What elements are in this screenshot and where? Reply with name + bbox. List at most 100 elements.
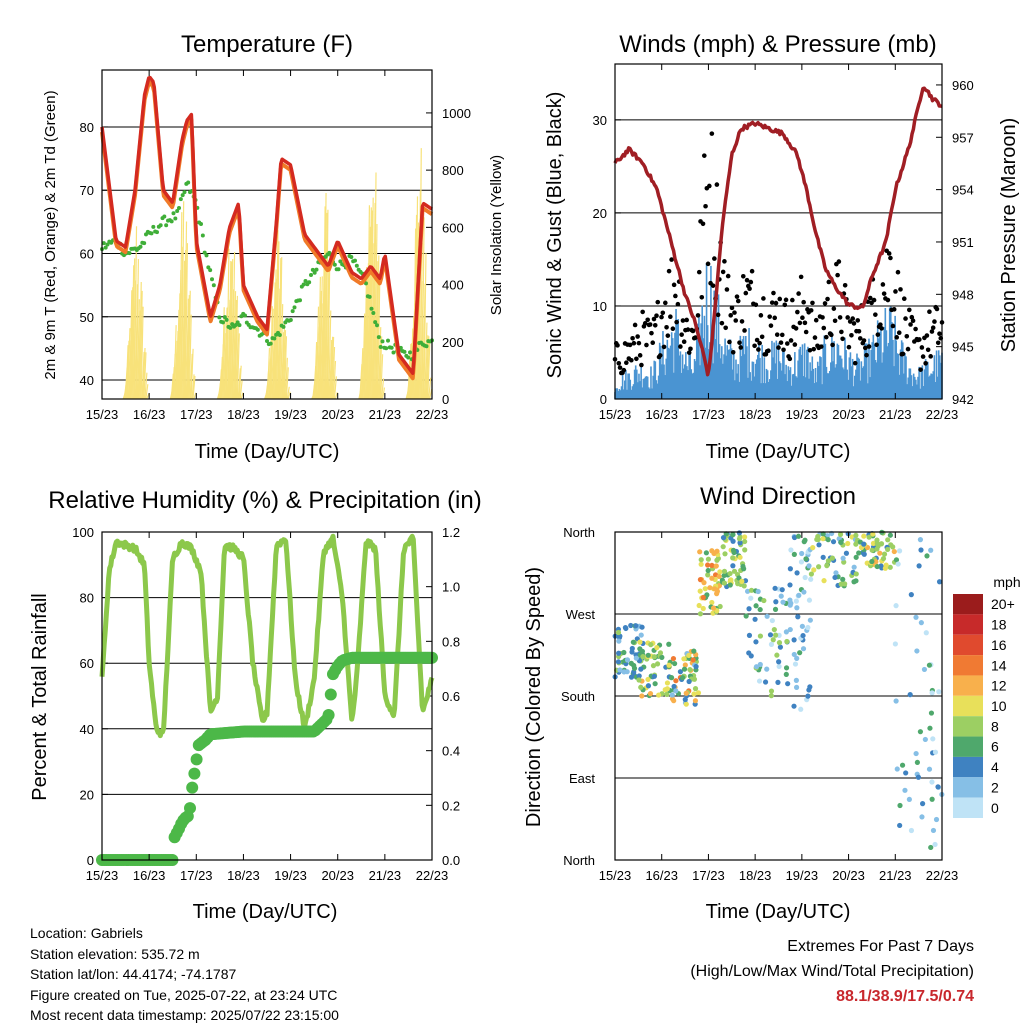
gust-point xyxy=(734,294,740,299)
insolation-spike xyxy=(139,290,143,400)
direction-point xyxy=(802,537,808,543)
insolation-spike xyxy=(186,295,190,400)
direction-point xyxy=(640,654,646,660)
direction-point xyxy=(757,633,764,639)
direction-point xyxy=(881,551,888,557)
gust-point xyxy=(825,296,830,302)
insolation-spike xyxy=(287,391,291,400)
direction-point xyxy=(696,602,702,609)
direction-point xyxy=(697,549,703,555)
dewpoint-point xyxy=(180,193,185,198)
dewpoint-point xyxy=(298,298,302,303)
gust-point xyxy=(928,354,933,359)
direction-point xyxy=(636,677,642,683)
gust-point xyxy=(639,362,644,368)
gust-point xyxy=(932,319,937,324)
insolation-spike xyxy=(281,332,285,400)
direction-point xyxy=(936,579,943,585)
gust-point xyxy=(722,259,727,264)
gust-point xyxy=(821,325,827,331)
direction-point xyxy=(672,660,678,667)
gust-point xyxy=(800,315,805,321)
dewpoint-point xyxy=(101,241,106,246)
gust-point xyxy=(885,297,891,303)
legend-label: 14 xyxy=(991,657,1007,673)
direction-point xyxy=(880,555,887,562)
dewpoint-point xyxy=(138,244,143,249)
insolation-spike xyxy=(375,261,379,400)
insolation-spike xyxy=(360,348,364,400)
direction-point xyxy=(742,547,748,553)
gust-point xyxy=(856,328,862,334)
legend-swatch xyxy=(953,594,983,615)
gust-point xyxy=(630,335,635,341)
gust-point xyxy=(813,317,819,323)
gust-point xyxy=(670,326,676,332)
direction-point xyxy=(930,827,937,834)
insolation-spike xyxy=(284,357,288,400)
gust-point xyxy=(788,338,794,343)
direction-point xyxy=(928,710,935,716)
y-tick-label: 20 xyxy=(593,206,607,221)
legend-title: mph xyxy=(993,574,1020,590)
gust-point xyxy=(700,221,706,227)
gust-point xyxy=(747,286,752,292)
insolation-spike xyxy=(419,242,423,400)
direction-point xyxy=(737,554,743,560)
dewpoint-point xyxy=(292,305,297,310)
legend-swatch xyxy=(953,695,983,717)
gust-point xyxy=(807,347,813,353)
x-tick-label: 17/23 xyxy=(692,407,725,422)
direction-point xyxy=(637,639,643,645)
dewpoint-point xyxy=(384,346,389,351)
insolation-spike xyxy=(362,313,366,400)
gust-point xyxy=(709,131,715,136)
direction-point xyxy=(888,542,894,548)
direction-point xyxy=(748,587,755,593)
direction-point xyxy=(793,677,799,683)
direction-point xyxy=(671,698,677,704)
x-tick-label: 21/23 xyxy=(369,868,402,883)
direction-point xyxy=(929,690,935,696)
pressure-line xyxy=(613,86,943,377)
gust-point xyxy=(732,310,737,315)
direction-point xyxy=(794,570,800,576)
gust-point xyxy=(849,332,854,338)
gust-point xyxy=(792,342,798,347)
insolation-spike xyxy=(421,217,425,400)
temperature-frame xyxy=(101,69,433,400)
direction-point xyxy=(776,663,782,670)
direction-point xyxy=(748,595,754,601)
direction-point xyxy=(730,532,736,538)
direction-point xyxy=(683,701,689,707)
direction-point xyxy=(788,547,794,553)
direction-point xyxy=(615,659,622,665)
gust-point xyxy=(924,333,930,338)
direction-point xyxy=(736,536,743,542)
gust-point xyxy=(796,291,801,296)
dewpoint-point xyxy=(314,267,319,272)
direction-point xyxy=(869,547,875,553)
gust-point xyxy=(768,323,774,328)
gust-point xyxy=(822,301,828,306)
y-tick-label-right: 0.8 xyxy=(442,634,460,649)
legend-swatch xyxy=(953,614,983,635)
gust-point xyxy=(753,302,759,308)
insolation-spike xyxy=(224,307,228,400)
direction-point xyxy=(853,554,859,560)
direction-point xyxy=(775,679,781,685)
dewpoint-point xyxy=(301,282,306,287)
direction-point xyxy=(737,540,743,546)
gust-point xyxy=(846,344,852,350)
dewpoint-point xyxy=(208,268,213,273)
direction-point xyxy=(845,540,851,547)
y-tick-label-right: 0.6 xyxy=(442,689,460,704)
direction-point xyxy=(874,563,880,570)
direction-point xyxy=(770,637,776,643)
insolation-spike xyxy=(179,212,183,400)
direction-point xyxy=(639,693,645,699)
direction-point xyxy=(629,645,635,652)
insolation-spike xyxy=(135,259,140,400)
x-tick-label: 21/23 xyxy=(879,868,912,883)
direction-point xyxy=(681,656,687,662)
